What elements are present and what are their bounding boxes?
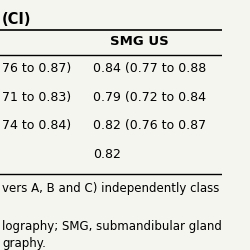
Text: 76 to 0.87): 76 to 0.87) — [2, 62, 71, 75]
Text: SMG US: SMG US — [110, 35, 169, 48]
Text: 0.82 (0.76 to 0.87: 0.82 (0.76 to 0.87 — [93, 120, 206, 132]
Text: 0.84 (0.77 to 0.88: 0.84 (0.77 to 0.88 — [93, 62, 206, 75]
Text: graphy.: graphy. — [2, 236, 46, 250]
Text: 0.82: 0.82 — [93, 148, 121, 161]
Text: 74 to 0.84): 74 to 0.84) — [2, 120, 71, 132]
Text: lography; SMG, submandibular gland: lography; SMG, submandibular gland — [2, 220, 222, 233]
Text: 0.79 (0.72 to 0.84: 0.79 (0.72 to 0.84 — [93, 91, 206, 104]
Text: (CI): (CI) — [2, 12, 32, 27]
Text: 71 to 0.83): 71 to 0.83) — [2, 91, 71, 104]
Text: vers A, B and C) independently class: vers A, B and C) independently class — [2, 182, 220, 194]
